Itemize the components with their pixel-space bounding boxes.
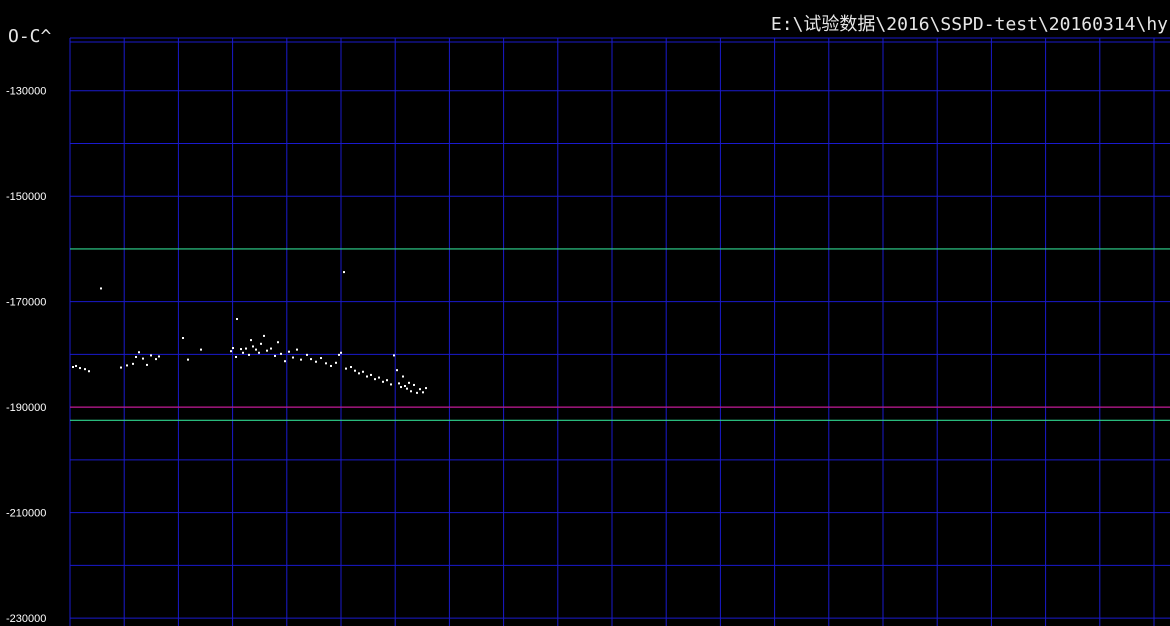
data-point [277,341,279,344]
data-point [396,369,398,372]
data-point [230,350,232,353]
y-tick-label: -150000 [6,191,46,203]
data-point [240,348,242,351]
data-point [252,345,254,348]
data-point [300,358,302,361]
data-point [155,358,157,361]
data-point [88,370,90,373]
data-point [335,361,337,364]
data-point [374,378,376,381]
data-point [422,391,424,394]
data-point [354,369,356,372]
data-point [146,363,148,366]
data-point [250,339,252,342]
data-point [236,318,238,321]
data-point [330,364,332,367]
y-tick-label: -130000 [6,86,46,98]
data-point [408,381,410,384]
data-point [410,390,412,393]
data-point [382,380,384,383]
data-point [416,391,418,394]
data-point [358,372,360,375]
data-point [343,271,345,274]
data-point [393,354,395,357]
data-point [390,383,392,386]
data-point [366,375,368,378]
data-point [266,349,268,352]
data-point [263,334,265,337]
window-title: E:\试验数据\2016\SSPD-test\20160314\hy [770,14,1168,35]
data-point [245,347,247,350]
data-point [284,360,286,363]
data-point [258,351,260,354]
y-axis-label: O-C^ [8,26,52,47]
data-points [72,271,427,394]
data-point [232,347,234,350]
data-point [378,376,380,379]
data-point [296,348,298,351]
data-point [350,366,352,369]
data-point [320,357,322,360]
data-point [400,386,402,389]
y-tick-label: -230000 [6,613,46,625]
data-point [340,351,342,354]
grid [69,37,1170,626]
data-point [325,362,327,365]
data-point [370,373,372,376]
data-point [84,368,86,371]
y-tick-label: -190000 [6,402,46,414]
data-point [138,351,140,354]
data-point [306,353,308,356]
data-point [398,382,400,385]
data-point [242,351,244,354]
y-tick-label: -170000 [6,297,46,309]
data-point [425,387,427,390]
y-tick-label: -210000 [6,508,46,520]
data-point [406,387,408,390]
data-point [413,383,415,386]
data-point [182,337,184,340]
data-point [132,362,134,365]
data-point [150,354,152,357]
data-point [75,364,77,367]
data-point [402,375,404,378]
data-point [315,360,317,363]
data-point [274,354,276,357]
data-point [419,388,421,391]
data-point [280,352,282,355]
data-point [255,348,257,351]
data-point [386,379,388,382]
data-point [187,358,189,361]
data-point [135,355,137,358]
data-point [158,355,160,358]
data-point [248,353,250,356]
data-point [235,355,237,358]
data-point [200,348,202,351]
data-point [345,367,347,370]
data-point [288,350,290,353]
data-point [292,356,294,359]
y-tick-labels: -130000 -150000 -170000 -190000 -210000 -2300… [6,86,46,625]
data-point [100,287,102,290]
data-point [120,366,122,369]
data-point [72,366,74,369]
data-point [260,342,262,345]
data-point [362,370,364,373]
reference-lines [70,248,1170,421]
data-point [79,367,81,370]
data-point [142,357,144,360]
data-point [338,353,340,356]
data-point [404,384,406,387]
data-point [126,364,128,367]
data-point [270,347,272,350]
data-point [310,358,312,361]
